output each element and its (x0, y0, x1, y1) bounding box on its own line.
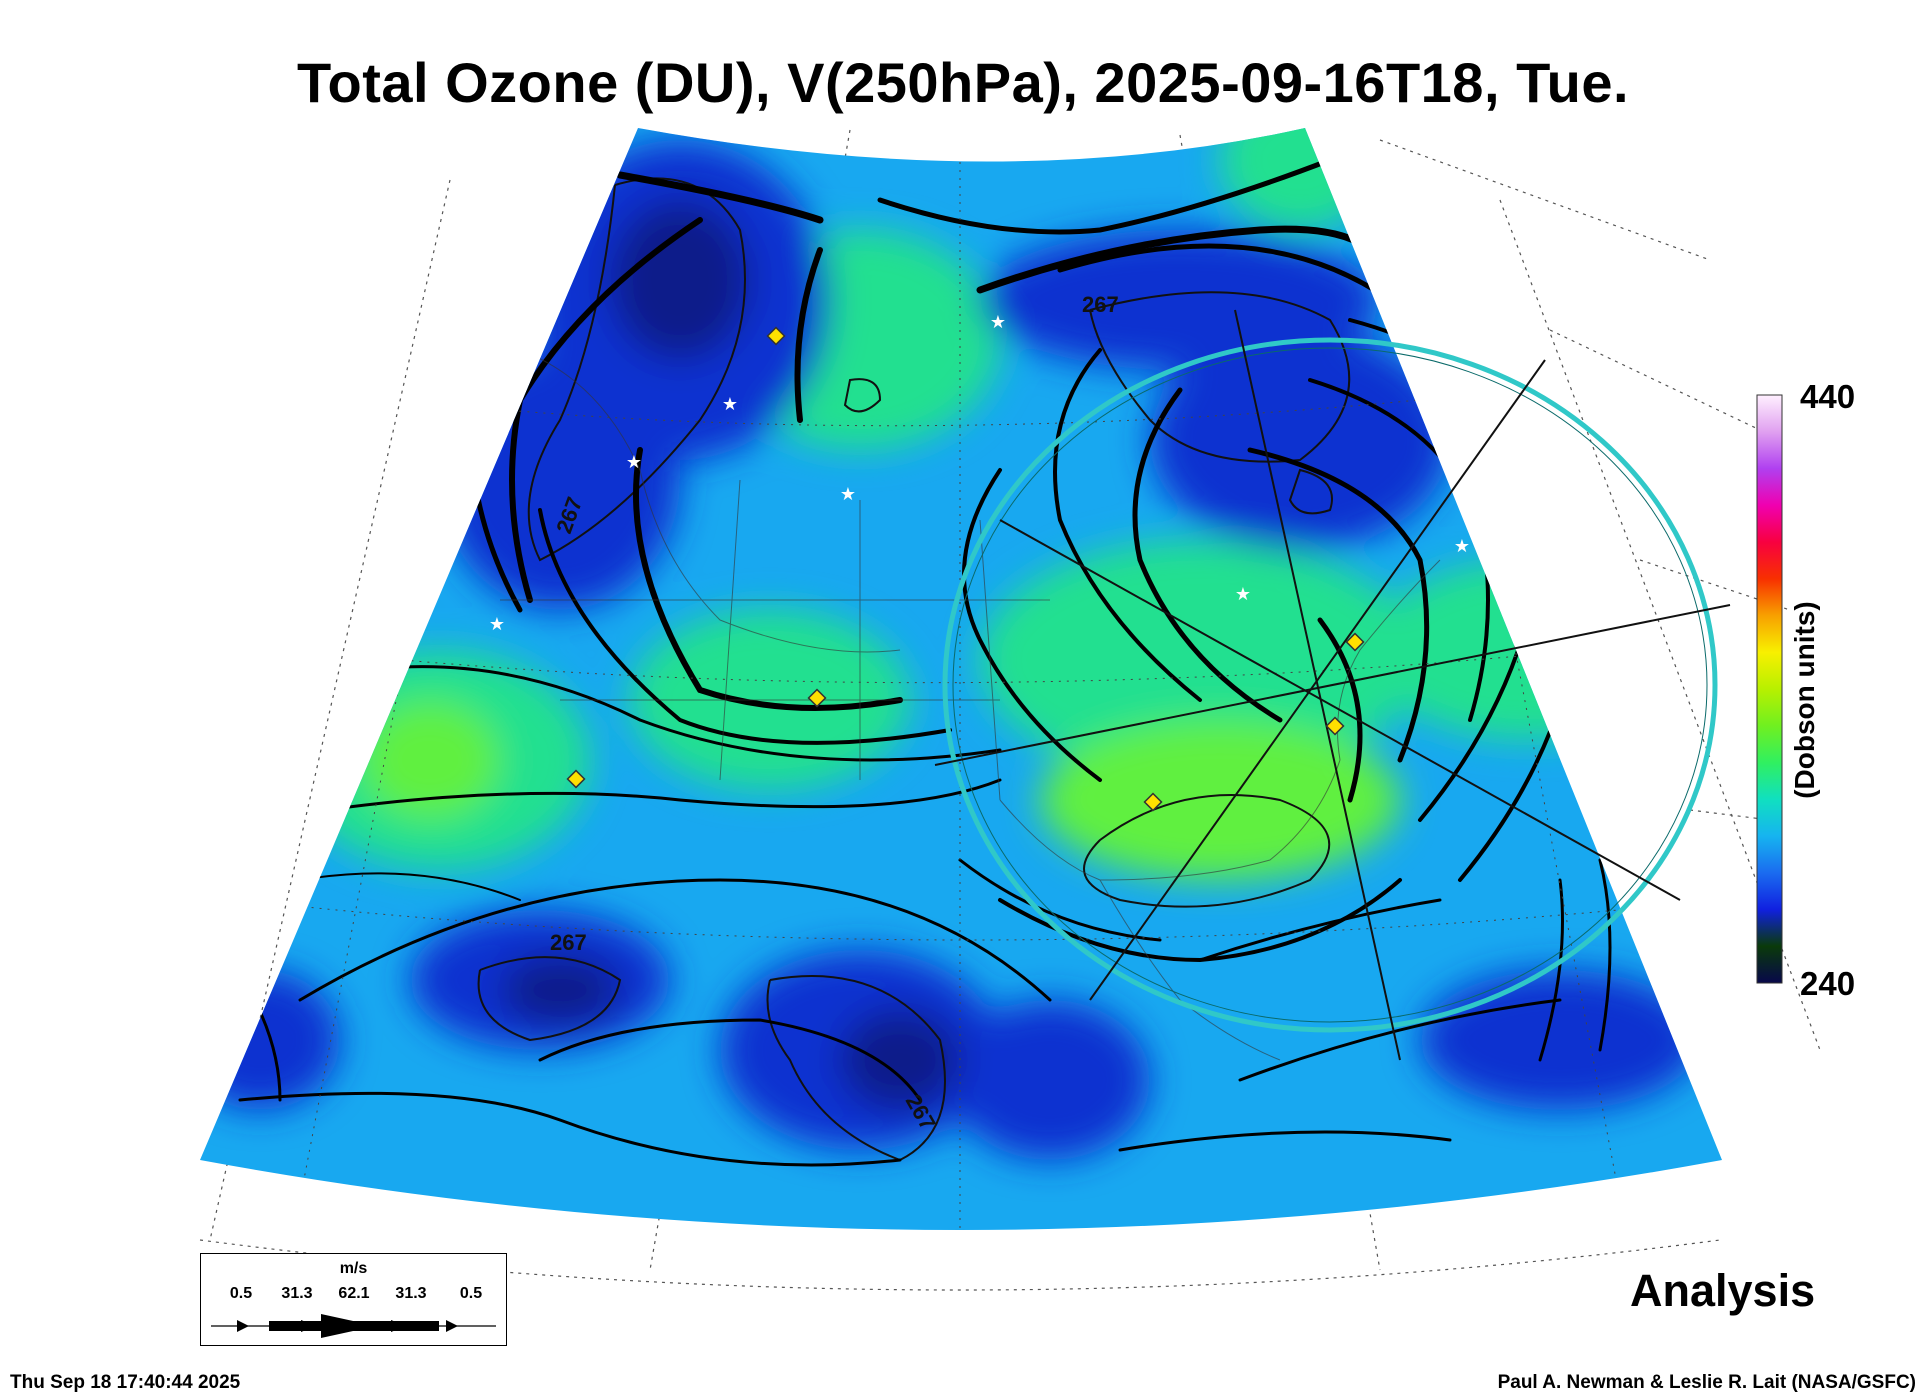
analysis-label: Analysis (1630, 1265, 1816, 1316)
ozone-field (200, 128, 1722, 1230)
wind-legend-value: 0.5 (459, 1285, 483, 1302)
wind-legend-value: 31.3 (281, 1285, 313, 1302)
region-higher (360, 700, 500, 820)
chart-title: Total Ozone (DU), V(250hPa), 2025-09-16T… (296, 51, 1630, 114)
station-diamond (566, 769, 586, 789)
footer-timestamp: Thu Sep 18 17:40:44 2025 (10, 1372, 241, 1393)
contours (477, 177, 1351, 1162)
region-high (1220, 128, 1380, 230)
star-marker: ★ (489, 614, 505, 635)
wind-legend-arrows (211, 1314, 496, 1338)
cross-lines (934, 309, 1731, 1061)
colorbar-min-label: 240 (1800, 965, 1856, 1002)
region-higher (1040, 720, 1400, 880)
colorbar-max-label: 440 (1800, 378, 1856, 415)
station-markers (566, 326, 1365, 812)
contour-label: 267 (1082, 292, 1119, 317)
star-marker: ★ (990, 312, 1006, 333)
station-diamond (766, 326, 786, 346)
station-diamond (1345, 632, 1365, 652)
region-high (980, 540, 1420, 780)
contour-label: 267 (550, 930, 587, 955)
wind-legend: m/s 0.5 31.3 62.1 31.3 0.5 (200, 1253, 507, 1346)
region-low (950, 1000, 1150, 1160)
wind-legend-value: 31.3 (395, 1285, 427, 1302)
star-marker: ★ (840, 484, 856, 505)
star-marker: ★ (1235, 584, 1251, 605)
star-marker: ★ (626, 452, 642, 473)
region-low (1420, 970, 1700, 1110)
region-very-low (500, 955, 620, 1025)
footer-credit: Paul A. Newman & Leslie R. Lait (NASA/GS… (1497, 1372, 1916, 1393)
region-low (1150, 330, 1450, 550)
station-diamond (1143, 792, 1163, 812)
highlight-ring (942, 337, 1718, 1033)
region-very-low (610, 200, 750, 360)
colorbar (1756, 394, 1783, 984)
colorbar-title: (Dobson units) (1789, 601, 1820, 799)
star-markers: ★ ★ ★ ★ ★ ★ ★ (489, 312, 1470, 635)
star-marker: ★ (1454, 536, 1470, 557)
streamlines (228, 157, 1612, 1167)
station-diamond (807, 688, 827, 708)
wind-legend-unit: m/s (339, 1260, 368, 1277)
station-diamond (1325, 716, 1345, 736)
region-very-low (840, 1010, 960, 1110)
wind-legend-value: 0.5 (229, 1285, 253, 1302)
wind-legend-value: 62.1 (338, 1285, 370, 1302)
star-marker: ★ (722, 394, 738, 415)
